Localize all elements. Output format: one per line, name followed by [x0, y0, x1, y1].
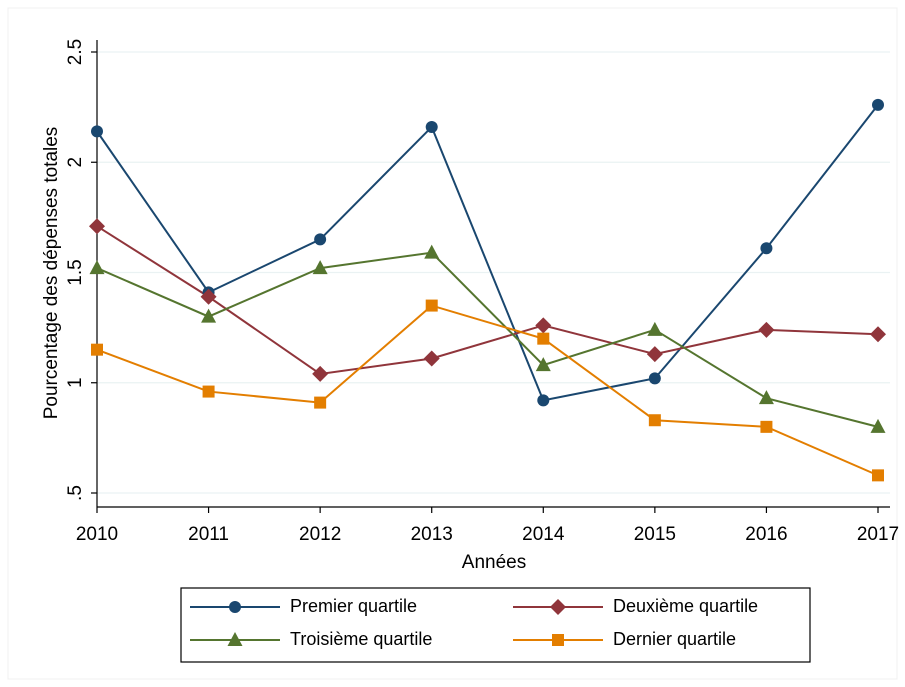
legend-label: Troisième quartile: [290, 629, 432, 649]
x-tick-label: 2010: [76, 524, 118, 545]
marker: [312, 260, 328, 275]
marker: [537, 394, 550, 407]
y-tick-label: 1.5: [65, 259, 86, 285]
legend-marker: [550, 599, 566, 615]
marker: [648, 414, 661, 427]
x-tick-label: 2017: [857, 524, 899, 545]
marker: [312, 365, 329, 382]
legend-marker: [229, 601, 241, 613]
marker: [314, 396, 327, 409]
legend-box: [180, 587, 811, 663]
marker: [760, 420, 773, 433]
marker: [760, 242, 773, 255]
marker: [537, 332, 550, 345]
series-line: [96, 251, 879, 428]
marker: [758, 321, 775, 338]
y-tick-label: 1: [65, 377, 86, 388]
series-line: [96, 304, 879, 477]
y-tick-label: 2: [65, 157, 86, 168]
legend-label: Deuxième quartile: [613, 596, 758, 616]
x-tick-label: 2011: [188, 524, 229, 545]
x-tick-label: 2013: [411, 524, 453, 545]
series-line: [96, 225, 879, 375]
x-tick-label: 2012: [299, 524, 341, 545]
marker: [200, 288, 217, 305]
marker: [758, 390, 774, 405]
marker: [89, 260, 105, 275]
legend-label: Premier quartile: [290, 596, 417, 616]
marker: [424, 244, 440, 259]
marker: [314, 233, 327, 246]
y-tick-label: 2.5: [65, 39, 86, 65]
marker: [425, 299, 438, 312]
series-line: [96, 104, 879, 402]
marker: [646, 346, 663, 363]
marker: [425, 120, 438, 133]
y-axis-title: Pourcentage des dépenses totales: [41, 127, 62, 420]
marker: [91, 343, 103, 356]
chart-frame: [7, 7, 898, 680]
x-tick-label: 2016: [745, 524, 787, 545]
marker: [201, 308, 217, 323]
marker: [872, 98, 884, 111]
legend-marker: [552, 634, 564, 646]
marker: [202, 385, 215, 398]
marker: [535, 357, 551, 372]
x-tick-label: 2015: [634, 524, 676, 545]
marker: [647, 321, 663, 336]
marker: [870, 418, 886, 433]
marker: [423, 350, 440, 367]
x-tick-label: 2014: [522, 524, 565, 545]
marker: [870, 326, 886, 343]
legend-marker: [227, 632, 243, 646]
marker: [535, 317, 552, 334]
x-axis-title: Années: [462, 552, 526, 573]
y-tick-label: .5: [65, 485, 86, 501]
legend-label: Dernier quartile: [613, 629, 736, 649]
marker: [872, 469, 884, 482]
marker: [91, 125, 103, 138]
marker: [648, 372, 661, 385]
marker: [89, 218, 105, 235]
